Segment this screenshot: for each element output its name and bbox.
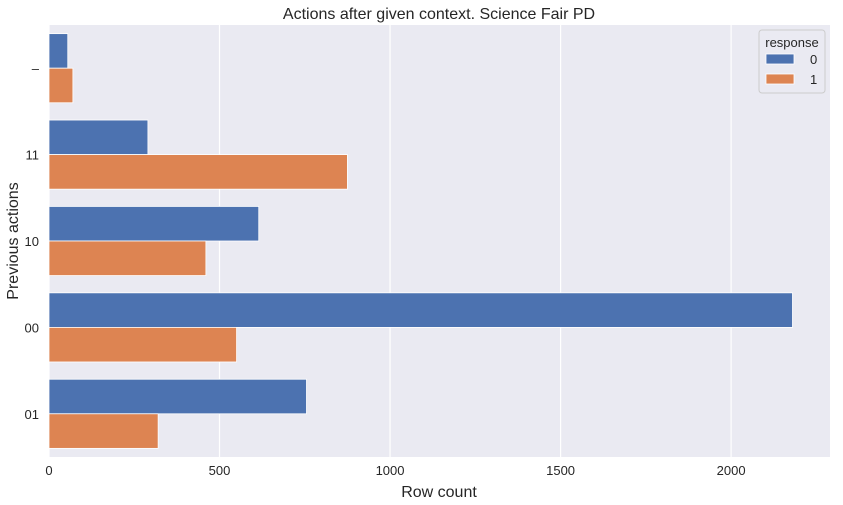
x-tick-labels: 0 500 1000 1500 2000 — [45, 463, 745, 478]
bar-11-response-0 — [48, 119, 149, 156]
legend-label: 1 — [810, 72, 817, 87]
x-tick-label: 1000 — [376, 463, 405, 478]
y-tick-label: 11 — [26, 148, 40, 163]
bar-10-response-1 — [48, 240, 207, 276]
bar-00-response-1 — [48, 326, 237, 363]
bar-01-response-1 — [48, 413, 159, 449]
x-tick-label: 500 — [209, 463, 231, 478]
x-tick-label: 2000 — [717, 463, 746, 478]
legend: response 01 — [758, 29, 826, 94]
y-tick-labels: – 11 10 00 01 — [25, 61, 40, 422]
bar-–-response-0 — [48, 33, 69, 69]
x-tick-label: 0 — [45, 463, 52, 478]
bars — [48, 33, 793, 449]
legend-title: response — [765, 35, 818, 50]
legend-label: 0 — [810, 52, 817, 67]
bar-–-response-1 — [48, 67, 74, 104]
bar-00-response-0 — [48, 292, 793, 328]
y-axis-title: Previous actions — [5, 182, 22, 299]
y-tick-label: 00 — [25, 320, 39, 335]
bar-11-response-1 — [48, 154, 348, 190]
bar-01-response-0 — [48, 378, 307, 415]
legend-swatch — [765, 73, 795, 85]
bar-10-response-0 — [48, 206, 260, 242]
y-tick-label: 10 — [25, 234, 39, 249]
legend-items: 01 — [765, 52, 817, 87]
legend-swatch — [765, 53, 795, 65]
y-tick-label: 01 — [25, 407, 39, 422]
chart-title: Actions after given context. Science Fai… — [283, 6, 595, 23]
x-tick-label: 1500 — [546, 463, 575, 478]
y-tick-label: – — [32, 61, 40, 76]
x-axis-title: Row count — [401, 484, 477, 501]
